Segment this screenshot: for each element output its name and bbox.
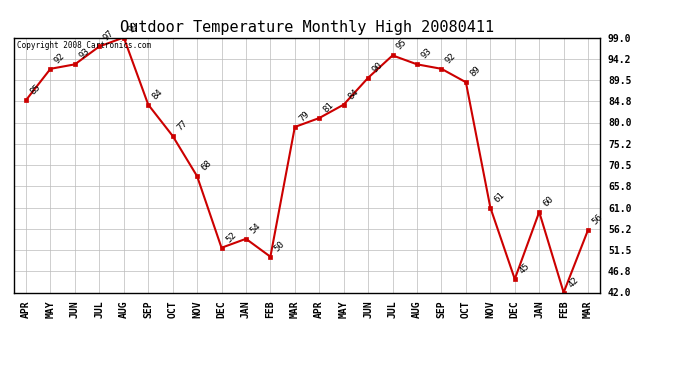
Text: 45: 45	[518, 261, 531, 276]
Text: 99: 99	[126, 20, 140, 34]
Text: Copyright 2008 Cartronics.com: Copyright 2008 Cartronics.com	[17, 41, 151, 50]
Text: 60: 60	[542, 194, 555, 208]
Text: 42: 42	[566, 275, 580, 289]
Text: 52: 52	[224, 230, 238, 244]
Text: 90: 90	[371, 60, 384, 74]
Text: 84: 84	[150, 87, 165, 101]
Text: 79: 79	[297, 110, 311, 123]
Title: Outdoor Temperature Monthly High 20080411: Outdoor Temperature Monthly High 2008041…	[120, 20, 494, 35]
Text: 50: 50	[273, 239, 287, 253]
Text: 61: 61	[493, 190, 506, 204]
Text: 95: 95	[395, 38, 409, 52]
Text: 84: 84	[346, 87, 360, 101]
Text: 54: 54	[248, 221, 262, 235]
Text: 56: 56	[591, 212, 604, 226]
Text: 92: 92	[53, 51, 67, 65]
Text: 77: 77	[175, 118, 189, 132]
Text: 89: 89	[469, 65, 482, 79]
Text: 85: 85	[28, 82, 42, 96]
Text: 68: 68	[199, 159, 213, 172]
Text: 93: 93	[77, 47, 91, 61]
Text: 81: 81	[322, 100, 335, 114]
Text: 97: 97	[102, 29, 116, 43]
Text: 93: 93	[420, 47, 433, 61]
Text: 92: 92	[444, 51, 458, 65]
